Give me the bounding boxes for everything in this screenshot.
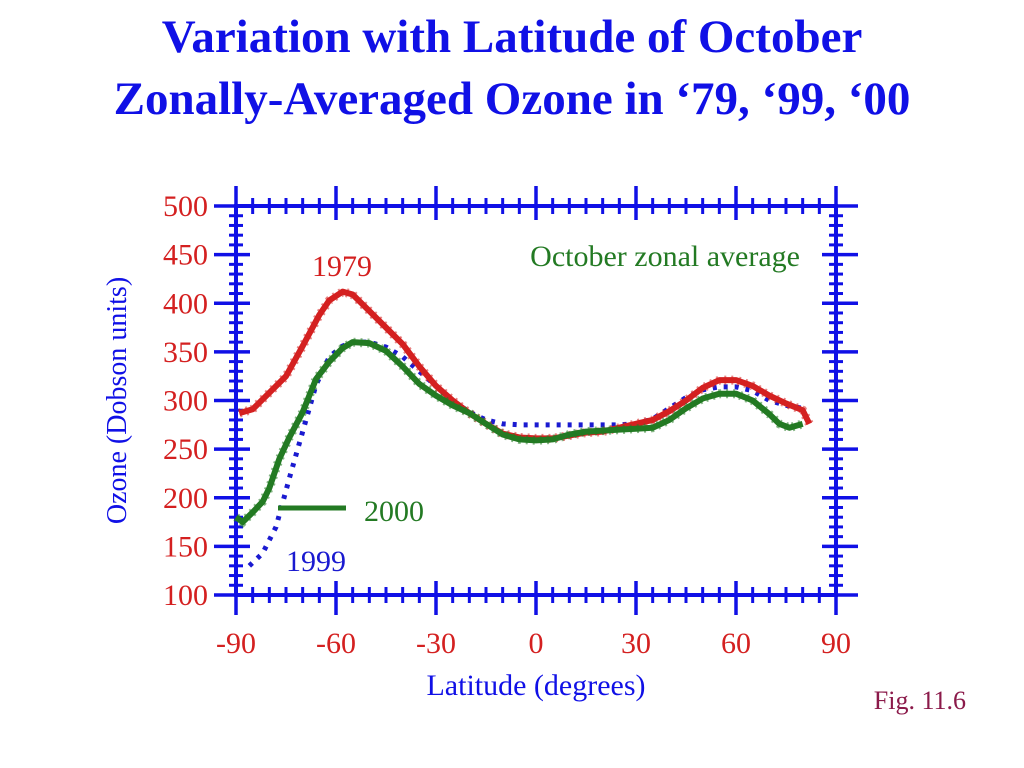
x-tick-label: -60 [316,627,356,660]
series-label-1999: 1999 [286,545,346,578]
y-tick-label: 200 [163,482,208,515]
x-tick-label: 30 [621,627,651,660]
y-tick-label: 400 [163,287,208,320]
series-label-2000: 2000 [364,495,424,528]
y-tick-label: 500 [163,190,208,223]
series-label-1979: 1979 [312,250,372,283]
y-tick-label: 350 [163,336,208,369]
y-tick-label: 150 [163,530,208,563]
figure-label: Fig. 11.6 [873,686,966,715]
x-tick-label: 60 [721,627,751,660]
y-tick-label: 300 [163,385,208,418]
x-axis-label: Latitude (degrees) [426,669,645,702]
series-beads-1979 [238,286,814,443]
y-tick-label: 250 [163,433,208,466]
series-line-2000 [234,339,804,526]
x-tick-label: 90 [821,627,851,660]
y-axis-label: Ozone (Dobson units) [102,277,133,524]
slide-title: Variation with Latitude of October Zonal… [0,6,1024,130]
chart-annotation: October zonal average [530,240,800,273]
title-line-2: Zonally-Averaged Ozone in ‘79, ‘99, ‘00 [113,73,911,125]
title-line-1: Variation with Latitude of October [161,11,863,63]
x-tick-label: 0 [529,627,544,660]
x-tick-label: -30 [416,627,456,660]
x-tick-label: -90 [216,627,256,660]
y-tick-label: 100 [163,579,208,612]
y-tick-label: 450 [163,239,208,272]
series-line-1999 [247,339,804,568]
series-beads-2000 [233,337,804,528]
